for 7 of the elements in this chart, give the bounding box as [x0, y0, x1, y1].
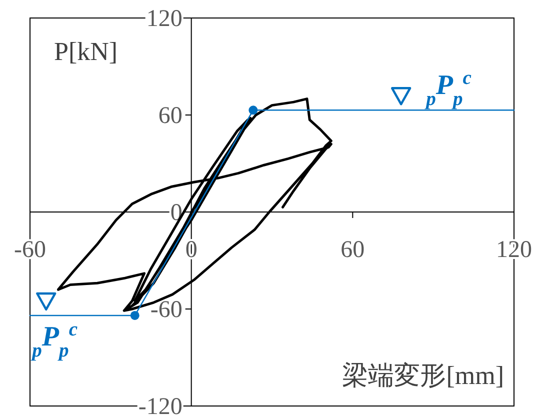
- y-tick-label: -120: [138, 394, 182, 416]
- x-tick-label: 60: [340, 237, 365, 263]
- y-tick-label: 60: [158, 103, 182, 129]
- x-axis-title: 梁端変形[mm]: [342, 361, 504, 390]
- y-tick-label: 120: [146, 6, 182, 32]
- y-tick-label: -60: [150, 297, 182, 323]
- y-axis-title: P[kN]: [54, 37, 118, 66]
